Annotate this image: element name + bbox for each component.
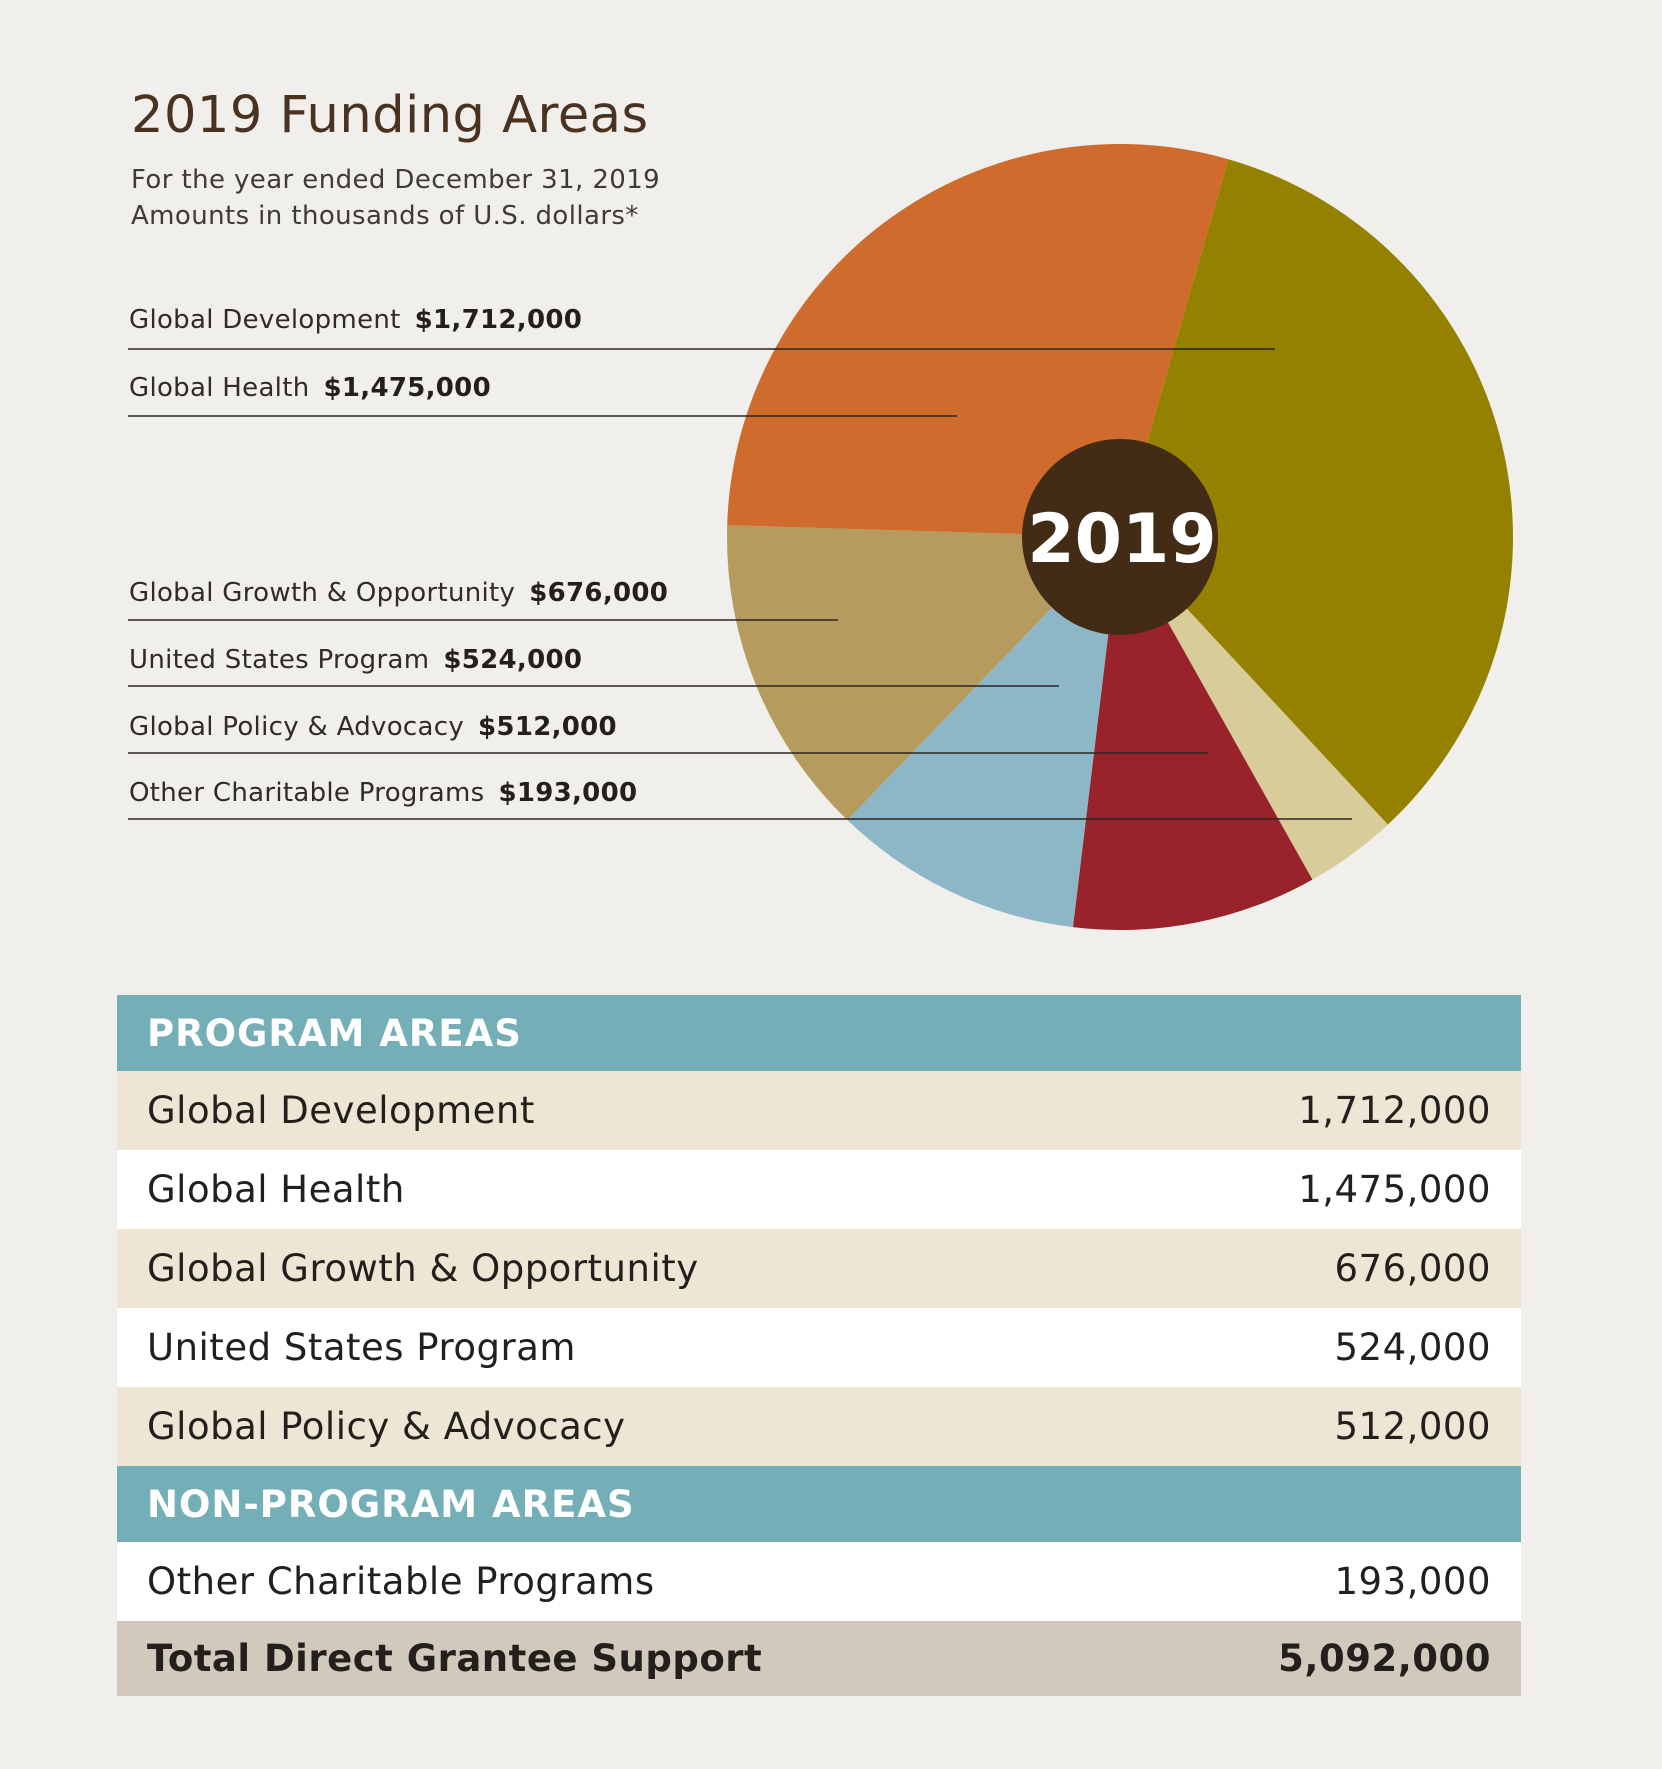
legend-label: Other Charitable Programs: [129, 778, 485, 808]
table-section-header-non-program: NON-PROGRAM AREAS: [117, 1466, 1521, 1542]
row-label: Other Charitable Programs: [147, 1560, 655, 1603]
pie-slice-global-policy-advocacy: [1072, 537, 1313, 931]
row-value: 676,000: [1334, 1247, 1491, 1290]
table-row: Global Policy & Advocacy 512,000: [117, 1387, 1521, 1466]
legend-amount: $512,000: [478, 712, 617, 742]
total-label: Total Direct Grantee Support: [147, 1637, 763, 1680]
leader-lines: [128, 348, 1352, 820]
row-label: Global Health: [147, 1168, 405, 1211]
center-circle: [1022, 439, 1218, 635]
section-title: NON-PROGRAM AREAS: [147, 1482, 635, 1526]
pie-slice-global-growth-opportunity: [727, 525, 1120, 821]
row-value: 1,712,000: [1298, 1089, 1491, 1132]
table-total-row: Total Direct Grantee Support 5,092,000: [117, 1621, 1521, 1696]
funding-table: PROGRAM AREAS Global Development 1,712,0…: [117, 995, 1521, 1696]
pie-slice-other-charitable-programs: [1120, 537, 1388, 880]
legend-amount: $676,000: [529, 578, 669, 608]
row-value: 193,000: [1334, 1560, 1491, 1603]
chart-subtitle-date: For the year ended December 31, 2019: [131, 165, 661, 195]
pie-slices: [727, 143, 1514, 931]
legend-label: Global Policy & Advocacy: [129, 712, 465, 742]
row-label: United States Program: [147, 1326, 576, 1369]
table-row: Global Development 1,712,000: [117, 1071, 1521, 1150]
legend-amount: $193,000: [498, 778, 638, 808]
row-value: 1,475,000: [1298, 1168, 1491, 1211]
legend-label: Global Health: [129, 373, 310, 403]
legend-amount: $524,000: [443, 645, 583, 675]
chart-subtitle-units: Amounts in thousands of U.S. dollars*: [131, 201, 639, 231]
pie-slice-united-states-program: [847, 537, 1120, 928]
legend-label: Global Growth & Opportunity: [129, 578, 516, 608]
center-year-label: 2019: [1027, 500, 1216, 579]
legend-amount: $1,475,000: [323, 373, 491, 403]
row-label: Global Development: [147, 1089, 535, 1132]
pie-slice-global-development: [1120, 159, 1514, 825]
legend-item-other-charitable-programs: Other Charitable Programs $193,000: [129, 778, 637, 808]
legend-item-global-policy-advocacy: Global Policy & Advocacy $512,000: [129, 712, 617, 742]
legend-item-global-development: Global Development $1,712,000: [129, 305, 582, 335]
table-row: Global Growth & Opportunity 676,000: [117, 1229, 1521, 1308]
legend-item-global-growth-opportunity: Global Growth & Opportunity $676,000: [129, 578, 668, 608]
row-label: Global Policy & Advocacy: [147, 1405, 626, 1448]
chart-title: 2019 Funding Areas: [131, 86, 649, 145]
row-value: 524,000: [1334, 1326, 1491, 1369]
legend-item-united-states-program: United States Program $524,000: [129, 645, 582, 675]
total-value: 5,092,000: [1278, 1637, 1491, 1680]
legend-label: United States Program: [129, 645, 430, 675]
legend-label: Global Development: [129, 305, 401, 335]
legend-item-global-health: Global Health $1,475,000: [129, 373, 491, 403]
section-title: PROGRAM AREAS: [147, 1011, 522, 1055]
legend-amount: $1,712,000: [414, 305, 583, 335]
row-value: 512,000: [1334, 1405, 1491, 1448]
table-section-header-program: PROGRAM AREAS: [117, 995, 1521, 1071]
pie-slice-global-health: [727, 143, 1229, 537]
row-label: Global Growth & Opportunity: [147, 1247, 699, 1290]
table-row: Global Health 1,475,000: [117, 1150, 1521, 1229]
table-row: United States Program 524,000: [117, 1308, 1521, 1387]
table-row: Other Charitable Programs 193,000: [117, 1542, 1521, 1621]
